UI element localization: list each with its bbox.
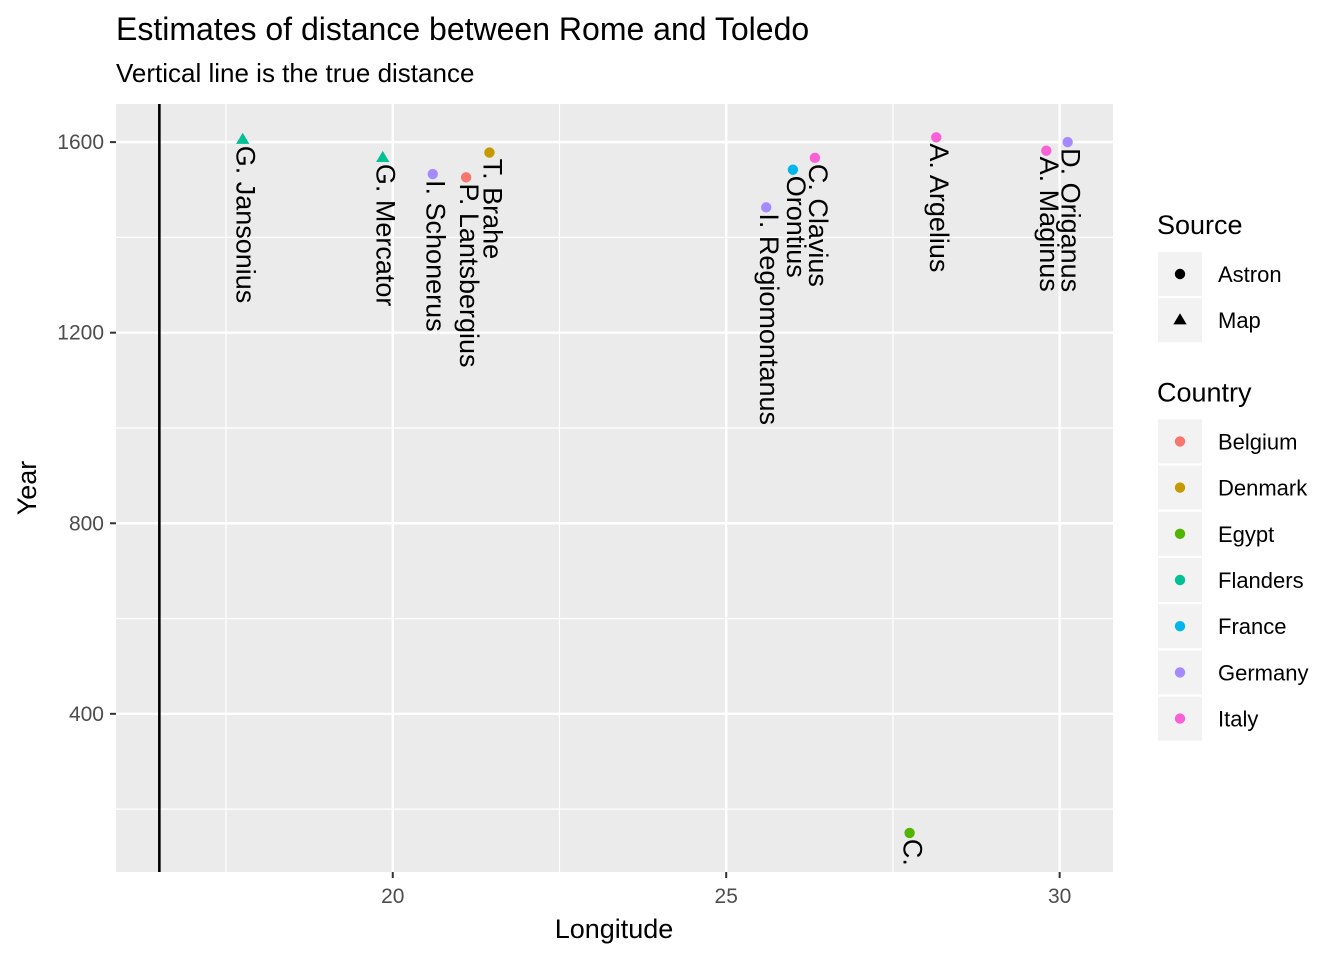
- point-label: C. Clavius: [803, 164, 833, 287]
- legend-title: Country: [1157, 377, 1252, 407]
- data-layer: G. Jansonius G. Mercator I. Schonerus P. La…: [158, 104, 1086, 872]
- legend-key-point: [1174, 482, 1186, 493]
- legend-key-point: [1174, 713, 1186, 724]
- point-label: G. Mercator: [371, 164, 401, 307]
- legend-label: Denmark: [1218, 476, 1308, 501]
- data-point: [787, 164, 799, 175]
- legend-key-point: [1174, 528, 1186, 539]
- data-point: [1041, 145, 1052, 156]
- point-label: A. Argelius: [924, 143, 954, 272]
- x-tick-label: 20: [381, 885, 404, 908]
- data-point-triangle: [376, 150, 390, 163]
- axes: 20 25 30 400 800 1200 1600: [57, 131, 1071, 908]
- legend: Source Astron Map Country Belgium Denmark Egyp…: [1157, 210, 1308, 741]
- legend-label: Flanders: [1218, 568, 1304, 593]
- data-point: [761, 202, 772, 213]
- legend-label: Astron: [1218, 262, 1282, 287]
- x-axis-title: Longitude: [555, 914, 674, 944]
- y-axis-title: Year: [12, 461, 42, 516]
- x-tick-label: 25: [715, 885, 738, 908]
- legend-key-point: [1174, 574, 1186, 586]
- y-tick-label: 1600: [57, 131, 104, 154]
- point-label: I. Regiomontanus: [754, 213, 784, 425]
- legend-label: Belgium: [1218, 429, 1297, 454]
- legend-key-point: [1174, 436, 1186, 447]
- point-label: Orontius: [781, 176, 811, 278]
- data-point: [809, 152, 821, 164]
- legend-label: France: [1218, 614, 1286, 639]
- legend-key-triangle: [1173, 313, 1187, 325]
- y-tick-label: 400: [69, 703, 104, 726]
- point-label: I. Schonerus: [421, 180, 451, 332]
- data-point: [1062, 136, 1073, 148]
- chart-title: Estimates of distance between Rome and T…: [116, 11, 809, 47]
- point-label: A. Maginus: [1034, 157, 1064, 292]
- data-point-triangle: [236, 132, 250, 144]
- plot-panel: [116, 104, 1113, 872]
- legend-label: Map: [1218, 308, 1261, 333]
- legend-label: Germany: [1218, 660, 1308, 685]
- legend-key-point: [1174, 268, 1186, 280]
- data-point: [460, 172, 472, 183]
- chart-subtitle: Vertical line is the true distance: [116, 58, 474, 88]
- point-label: D. Origanus: [1056, 148, 1086, 292]
- grid-lines: [116, 104, 1113, 872]
- legend-key-point: [1174, 621, 1186, 632]
- point-label: G. Jansonius: [231, 146, 261, 304]
- legend-label: Italy: [1218, 707, 1258, 732]
- data-point: [484, 147, 495, 158]
- data-point: [427, 168, 438, 180]
- data-point: [904, 827, 915, 839]
- y-tick-label: 800: [69, 512, 104, 535]
- legend-label: Egypt: [1218, 522, 1274, 547]
- legend-title: Source: [1157, 210, 1243, 240]
- point-label: T. Brahe: [477, 159, 507, 260]
- legend-key-point: [1174, 667, 1186, 678]
- point-label: C.: [897, 839, 927, 866]
- x-tick-label: 30: [1048, 885, 1071, 908]
- y-tick-label: 1200: [57, 322, 104, 345]
- point-label: P. Lantsbergius: [454, 183, 484, 367]
- data-point: [931, 132, 942, 143]
